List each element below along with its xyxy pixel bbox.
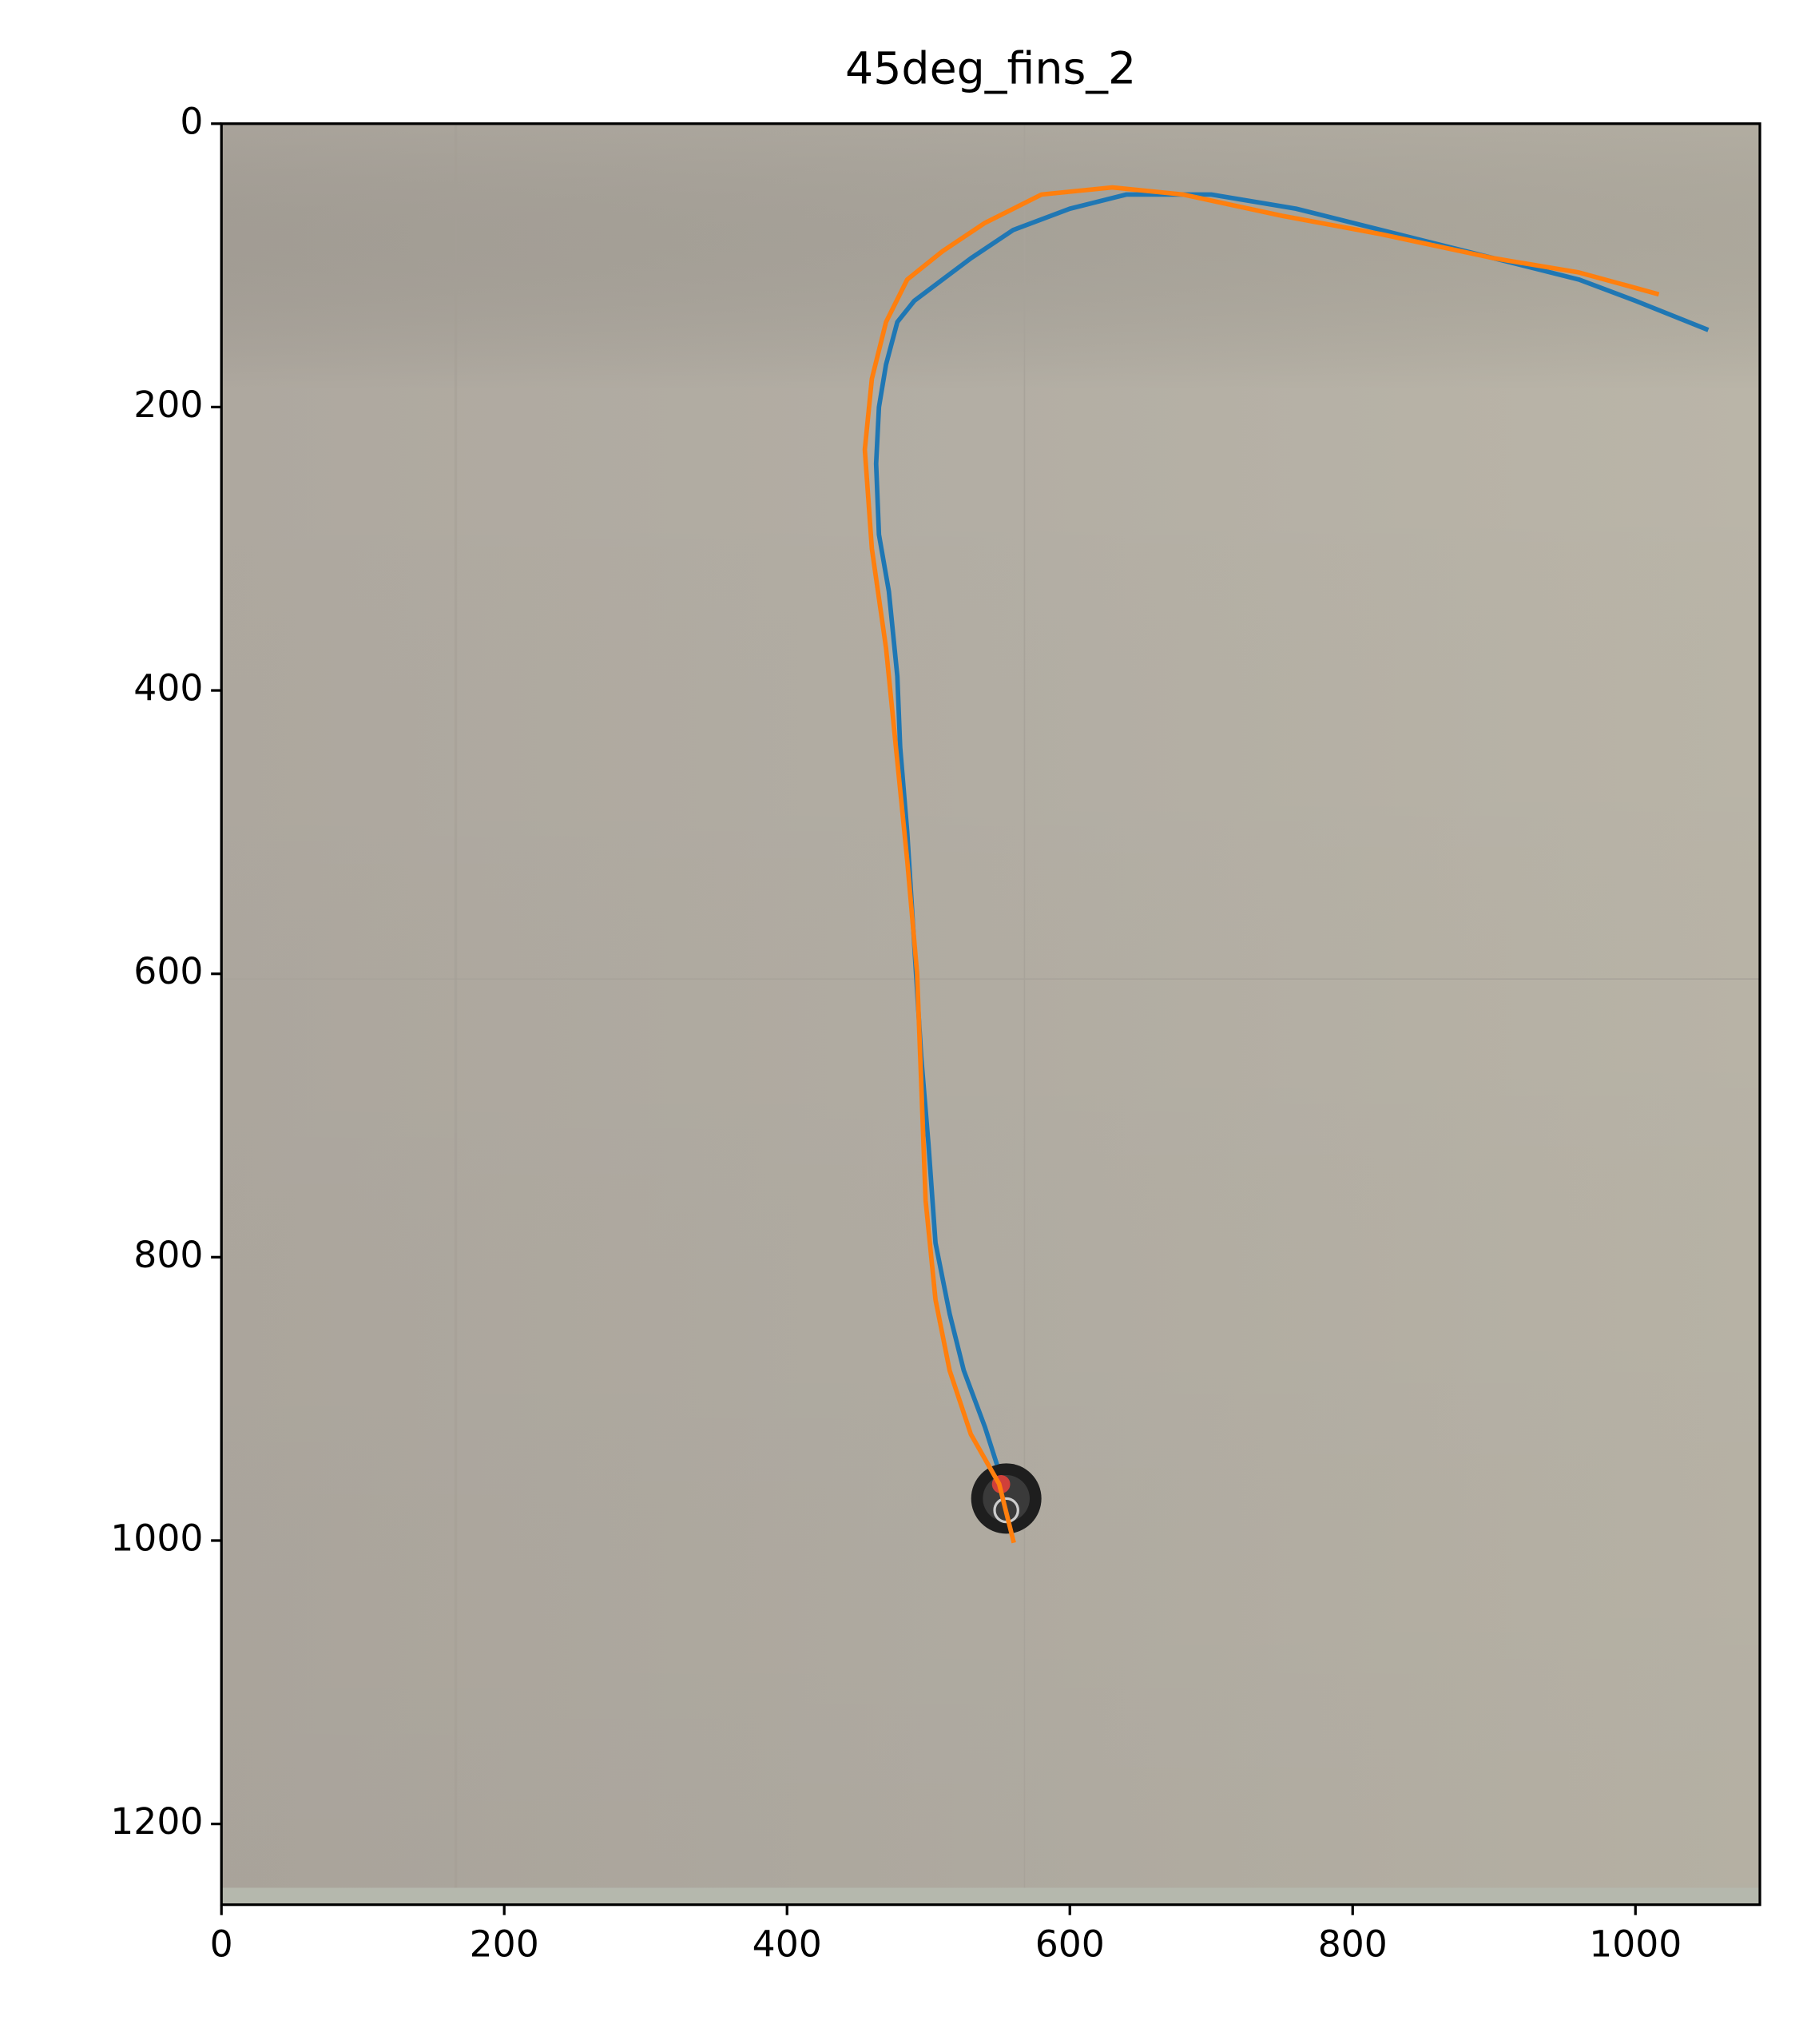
x-tick-label: 400 — [753, 1923, 822, 1965]
plot-area — [862, 185, 1710, 1544]
x-tick-label: 200 — [470, 1923, 539, 1965]
x-tick-label: 600 — [1035, 1923, 1105, 1965]
y-tick-label: 800 — [133, 1234, 203, 1276]
background-image — [221, 123, 1761, 1905]
y-tick-label: 0 — [180, 100, 203, 142]
chart-title: 45deg_fins_2 — [845, 44, 1136, 95]
trajectory-line — [873, 192, 1710, 1466]
trajectory-line — [862, 185, 1660, 1544]
x-tick-label: 800 — [1318, 1923, 1388, 1965]
y-tick-label: 400 — [133, 667, 203, 710]
y-tick-label: 1200 — [110, 1800, 203, 1843]
x-tick-label: 0 — [210, 1923, 233, 1965]
y-tick-label: 600 — [133, 950, 203, 992]
y-tick-label: 200 — [133, 384, 203, 426]
x-tick-label: 1000 — [1589, 1923, 1682, 1965]
axes-frame — [220, 122, 1761, 1907]
y-tick-label: 1000 — [110, 1517, 203, 1559]
